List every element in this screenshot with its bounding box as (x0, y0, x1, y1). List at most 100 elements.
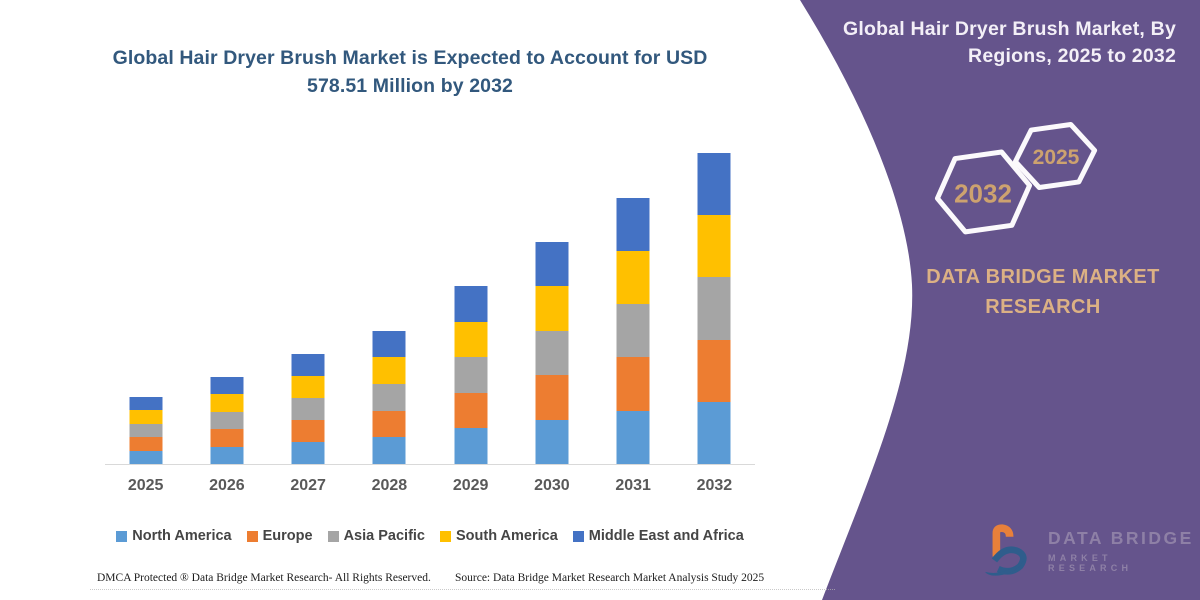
bar-segment-europe-2030 (535, 375, 569, 420)
legend-label-europe: Europe (262, 528, 313, 544)
x-axis-label-2029: 2029 (452, 477, 489, 494)
bar-segment-south-america-2025 (129, 410, 163, 424)
legend-label-south-america: South America (456, 528, 558, 544)
legend-item-north-america: North America (116, 528, 232, 544)
data-bridge-logo-icon (984, 524, 1027, 576)
bar-segment-north-america-2026 (210, 446, 244, 464)
bar-column-2028 (349, 150, 430, 464)
bar-segment-south-america-2032 (697, 215, 731, 278)
bar-segment-middle-east-and-africa-2032 (697, 153, 731, 216)
legend-label-asia-pacific: Asia Pacific (343, 528, 425, 544)
x-axis-label-2032: 2032 (696, 477, 733, 494)
bar-column-2026 (186, 150, 267, 464)
logo-line1: DATA BRIDGE (1048, 527, 1194, 548)
bar-segment-asia-pacific-2026 (210, 411, 244, 429)
bar-column-2025 (105, 150, 186, 464)
brand-heading: DATA BRIDGE MARKET RESEARCH (926, 266, 1160, 318)
bar-segment-north-america-2031 (616, 410, 650, 464)
x-axis-label-2027: 2027 (290, 477, 326, 494)
stacked-bar-2026 (210, 376, 244, 464)
bar-segment-south-america-2026 (210, 394, 244, 412)
bar-segment-middle-east-and-africa-2025 (129, 397, 163, 411)
bar-segment-europe-2028 (372, 410, 406, 438)
bar-segment-asia-pacific-2032 (697, 277, 731, 340)
stacked-bar-2028 (372, 330, 406, 464)
x-axis-label-2030: 2030 (534, 477, 570, 494)
bar-segment-asia-pacific-2027 (291, 397, 325, 420)
bar-column-2029 (430, 150, 511, 464)
purple-panel (800, 0, 1200, 600)
bar-segment-europe-2026 (210, 429, 244, 447)
x-axis-line (105, 464, 755, 465)
legend-item-europe: Europe (246, 528, 313, 544)
bar-segment-middle-east-and-africa-2029 (454, 286, 488, 322)
legend-label-middle-east-and-africa: Middle East and Africa (588, 528, 744, 544)
bar-segment-middle-east-and-africa-2026 (210, 376, 244, 394)
stacked-bar-2027 (291, 353, 325, 464)
hexagon-2032-outline (934, 149, 1033, 235)
legend-swatch-middle-east-and-africa (572, 530, 584, 542)
x-axis-label-2031: 2031 (615, 477, 651, 494)
x-axis-labels: 2025 2026 2027 2028 2029 2030 2031 2032 (105, 477, 755, 495)
bar-segment-europe-2032 (697, 339, 731, 402)
bar-segment-middle-east-and-africa-2030 (535, 242, 569, 287)
legend-swatch-europe (246, 530, 258, 542)
bar-segment-north-america-2029 (454, 428, 488, 464)
bar-segment-north-america-2025 (129, 450, 163, 464)
stacked-bar-2032 (697, 153, 731, 464)
bar-segment-middle-east-and-africa-2027 (291, 353, 325, 376)
bar-segment-europe-2029 (454, 392, 488, 429)
footer-divider (90, 589, 835, 590)
legend-swatch-south-america (440, 530, 451, 542)
bar-segment-asia-pacific-2028 (372, 383, 406, 411)
bar-segment-asia-pacific-2025 (129, 423, 163, 438)
legend-item-south-america: South America (440, 528, 558, 544)
chart-legend: North America Europe Asia Pacific South Ame… (80, 528, 780, 544)
bar-segment-europe-2027 (291, 419, 325, 442)
bar-segment-north-america-2032 (697, 401, 731, 464)
logo-wordmark: DATA BRIDGE MARKET RESEARCH (1048, 528, 1200, 573)
source-note: Source: Data Bridge Market Research Mark… (455, 572, 765, 584)
logo-line2: MARKET RESEARCH (1048, 552, 1133, 573)
data-bridge-logo: DATA BRIDGE MARKET RESEARCH (984, 522, 1200, 578)
hexagon-2032-label: 2032 (954, 178, 1012, 209)
bar-segment-south-america-2030 (535, 286, 569, 331)
bar-segment-asia-pacific-2030 (535, 330, 569, 376)
bar-segment-north-america-2028 (372, 437, 406, 464)
bar-segment-asia-pacific-2029 (454, 357, 488, 393)
stacked-bar-2031 (616, 197, 650, 464)
panel-title: Global Hair Dryer Brush Market, By Regio… (843, 18, 1176, 68)
x-axis-label-2026: 2026 (209, 477, 245, 494)
legend-item-middle-east-and-africa: Middle East and Africa (572, 528, 744, 544)
x-axis-label-2028: 2028 (371, 477, 408, 494)
bar-segment-south-america-2031 (616, 250, 650, 305)
legend-swatch-asia-pacific (327, 530, 339, 542)
bar-column-2032 (674, 150, 755, 464)
bar-segment-middle-east-and-africa-2031 (616, 197, 650, 251)
bar-segment-middle-east-and-africa-2028 (372, 330, 406, 358)
stacked-bar-2025 (129, 397, 163, 464)
bar-column-2030 (511, 150, 592, 464)
bar-segment-north-america-2027 (291, 441, 325, 464)
bar-segment-europe-2025 (129, 437, 163, 451)
bar-column-2027 (268, 150, 349, 464)
x-axis-label-2025: 2025 (127, 477, 164, 494)
bar-segment-south-america-2029 (454, 321, 488, 358)
chart-title: Global Hair Dryer Brush Market is Expect… (112, 47, 708, 98)
stacked-bar-2030 (535, 242, 569, 464)
bar-segment-north-america-2030 (535, 419, 569, 464)
legend-item-asia-pacific: Asia Pacific (327, 528, 425, 544)
bar-column-2031 (593, 150, 674, 464)
hexagon-2025-outline (1012, 121, 1098, 191)
bar-segment-asia-pacific-2031 (616, 304, 650, 358)
bar-segment-europe-2031 (616, 357, 650, 411)
bar-segment-south-america-2028 (372, 357, 406, 384)
legend-swatch-north-america (116, 530, 128, 542)
hexagon-2025-label: 2025 (1032, 146, 1080, 169)
bar-segment-south-america-2027 (291, 375, 325, 398)
legend-label-north-america: North America (132, 528, 232, 544)
stacked-bar-plot (105, 150, 755, 464)
dmca-notice: DMCA Protected ® Data Bridge Market Rese… (97, 572, 431, 584)
